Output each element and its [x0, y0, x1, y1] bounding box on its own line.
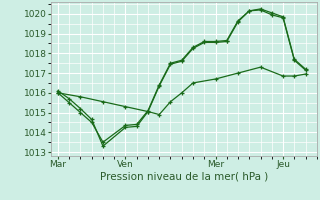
X-axis label: Pression niveau de la mer( hPa ): Pression niveau de la mer( hPa ) [100, 172, 268, 182]
